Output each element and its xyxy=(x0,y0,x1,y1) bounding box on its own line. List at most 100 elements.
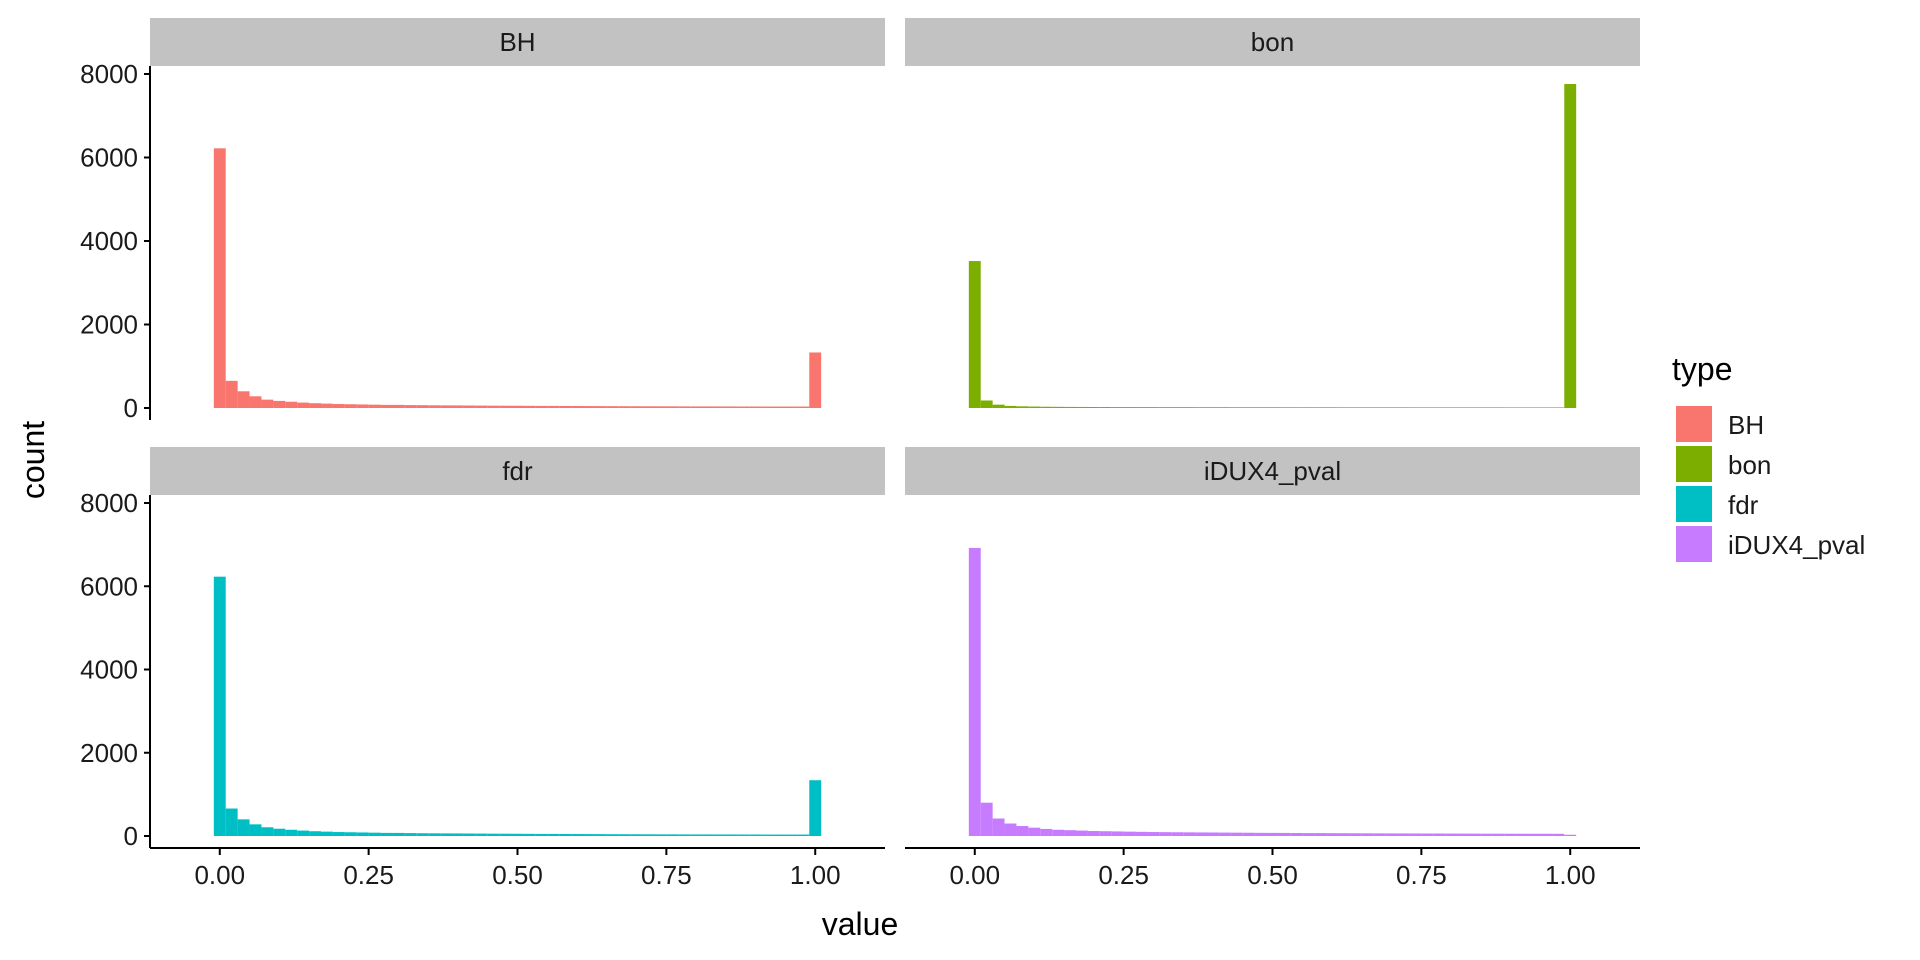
histogram-bar xyxy=(749,834,762,836)
histogram-bar xyxy=(1218,407,1231,408)
histogram-bar xyxy=(1254,832,1267,836)
histogram-bar xyxy=(1516,833,1529,836)
y-tick-label: 0 xyxy=(124,821,138,851)
histogram-bar xyxy=(809,352,822,408)
histogram-bar xyxy=(737,834,750,836)
histogram-bar xyxy=(1492,833,1505,836)
y-tick-label: 2000 xyxy=(80,738,138,768)
histogram-bar xyxy=(1076,406,1088,408)
histogram-bar xyxy=(1469,833,1481,836)
strip-background xyxy=(905,447,1640,495)
histogram-bar xyxy=(392,404,405,408)
histogram-bar xyxy=(618,406,631,408)
histogram-bar xyxy=(773,834,786,836)
histogram-bar xyxy=(690,834,703,836)
histogram-bar xyxy=(1504,407,1517,408)
histogram-bar xyxy=(654,834,667,836)
histogram-bar xyxy=(249,824,262,836)
histogram-bar xyxy=(1135,407,1148,408)
histogram-bar xyxy=(654,406,667,408)
histogram-bar xyxy=(1564,834,1577,836)
histogram-bar xyxy=(1207,407,1219,408)
histogram-bar xyxy=(1016,406,1029,408)
histogram-bar xyxy=(1135,831,1148,836)
histogram-bar xyxy=(1207,832,1219,836)
histogram-bar xyxy=(666,834,679,836)
y-tick-label: 8000 xyxy=(80,59,138,89)
histogram-bar xyxy=(1528,833,1541,836)
histogram-bar xyxy=(1409,833,1422,836)
x-tick-label: 1.00 xyxy=(1545,860,1596,890)
histogram-bar xyxy=(285,401,298,408)
strip-label: iDUX4_pval xyxy=(1204,456,1341,486)
legend-label: iDUX4_pval xyxy=(1728,530,1865,560)
histogram-bar xyxy=(285,829,298,836)
y-tick-label: 0 xyxy=(124,393,138,423)
legend: type BH bon fdr iDUX4_pval xyxy=(1672,351,1865,562)
histogram-bar xyxy=(1433,833,1446,836)
histogram-bar xyxy=(1159,832,1172,836)
legend-label: bon xyxy=(1728,450,1771,480)
histogram-bar xyxy=(535,833,548,836)
histogram-bar xyxy=(1326,833,1338,836)
histogram-bar xyxy=(380,832,393,836)
histogram-bar xyxy=(237,391,250,408)
histogram-bar xyxy=(428,405,441,408)
y-tick-label: 6000 xyxy=(80,571,138,601)
histogram-bar xyxy=(1064,406,1076,408)
x-tick-label: 0.25 xyxy=(343,860,394,890)
histogram-bar xyxy=(1540,833,1553,836)
histogram-bar xyxy=(1064,830,1076,836)
histogram-bar xyxy=(1349,407,1362,408)
histogram-bar xyxy=(535,405,548,408)
histogram-bar xyxy=(1409,407,1422,408)
histogram-bar xyxy=(356,832,369,836)
histogram-bar xyxy=(487,833,500,836)
histogram-bar xyxy=(968,261,981,408)
histogram-bar xyxy=(1195,407,1207,408)
histogram-bar xyxy=(1278,407,1291,408)
histogram-bar xyxy=(1076,830,1088,836)
histogram-bar xyxy=(1218,832,1231,836)
histogram-bar xyxy=(1385,407,1398,408)
histogram-bar xyxy=(1433,407,1446,408)
legend-label: fdr xyxy=(1728,490,1759,520)
histogram-bar xyxy=(225,808,238,836)
histogram-bar xyxy=(1242,407,1255,408)
histogram-bar xyxy=(1016,826,1029,836)
histogram-bar xyxy=(809,780,822,836)
histogram-bar xyxy=(1040,828,1053,836)
histogram-bar xyxy=(440,405,452,408)
histogram-bar xyxy=(452,405,464,408)
histogram-bar xyxy=(980,802,993,836)
histogram-bar xyxy=(463,833,476,836)
x-tick-label: 0.75 xyxy=(641,860,692,890)
histogram-bar xyxy=(630,834,643,836)
histogram-bar xyxy=(499,833,512,836)
histogram-bar xyxy=(1028,406,1041,408)
histogram-bar xyxy=(1147,832,1160,836)
histogram-bar xyxy=(511,405,524,408)
histogram-bar xyxy=(523,405,536,408)
legend-entry-fdr: fdr xyxy=(1676,486,1759,522)
x-tick-label: 1.00 xyxy=(790,860,841,890)
x-tick-label: 0.00 xyxy=(949,860,1000,890)
histogram-bar xyxy=(785,834,798,836)
histogram-bar xyxy=(547,405,560,408)
histogram-bar xyxy=(1397,407,1410,408)
histogram-bar xyxy=(1302,833,1315,836)
strip-label: BH xyxy=(499,27,535,57)
strip-label: bon xyxy=(1251,27,1294,57)
histogram-bar xyxy=(1349,833,1362,836)
x-tick-label: 0.50 xyxy=(1247,860,1298,890)
histogram-bar xyxy=(992,818,1005,836)
histogram-bar xyxy=(1528,407,1541,408)
histogram-bar xyxy=(773,406,786,408)
histogram-bar xyxy=(1242,832,1255,836)
legend-swatch xyxy=(1676,526,1712,562)
histogram-bar xyxy=(797,406,810,408)
panel-iDUX4_pval: iDUX4_pval 0.00 0.25 0.50 0.75 1.00 xyxy=(905,447,1640,890)
histogram-bar xyxy=(416,405,429,408)
histogram-bar xyxy=(297,830,310,836)
